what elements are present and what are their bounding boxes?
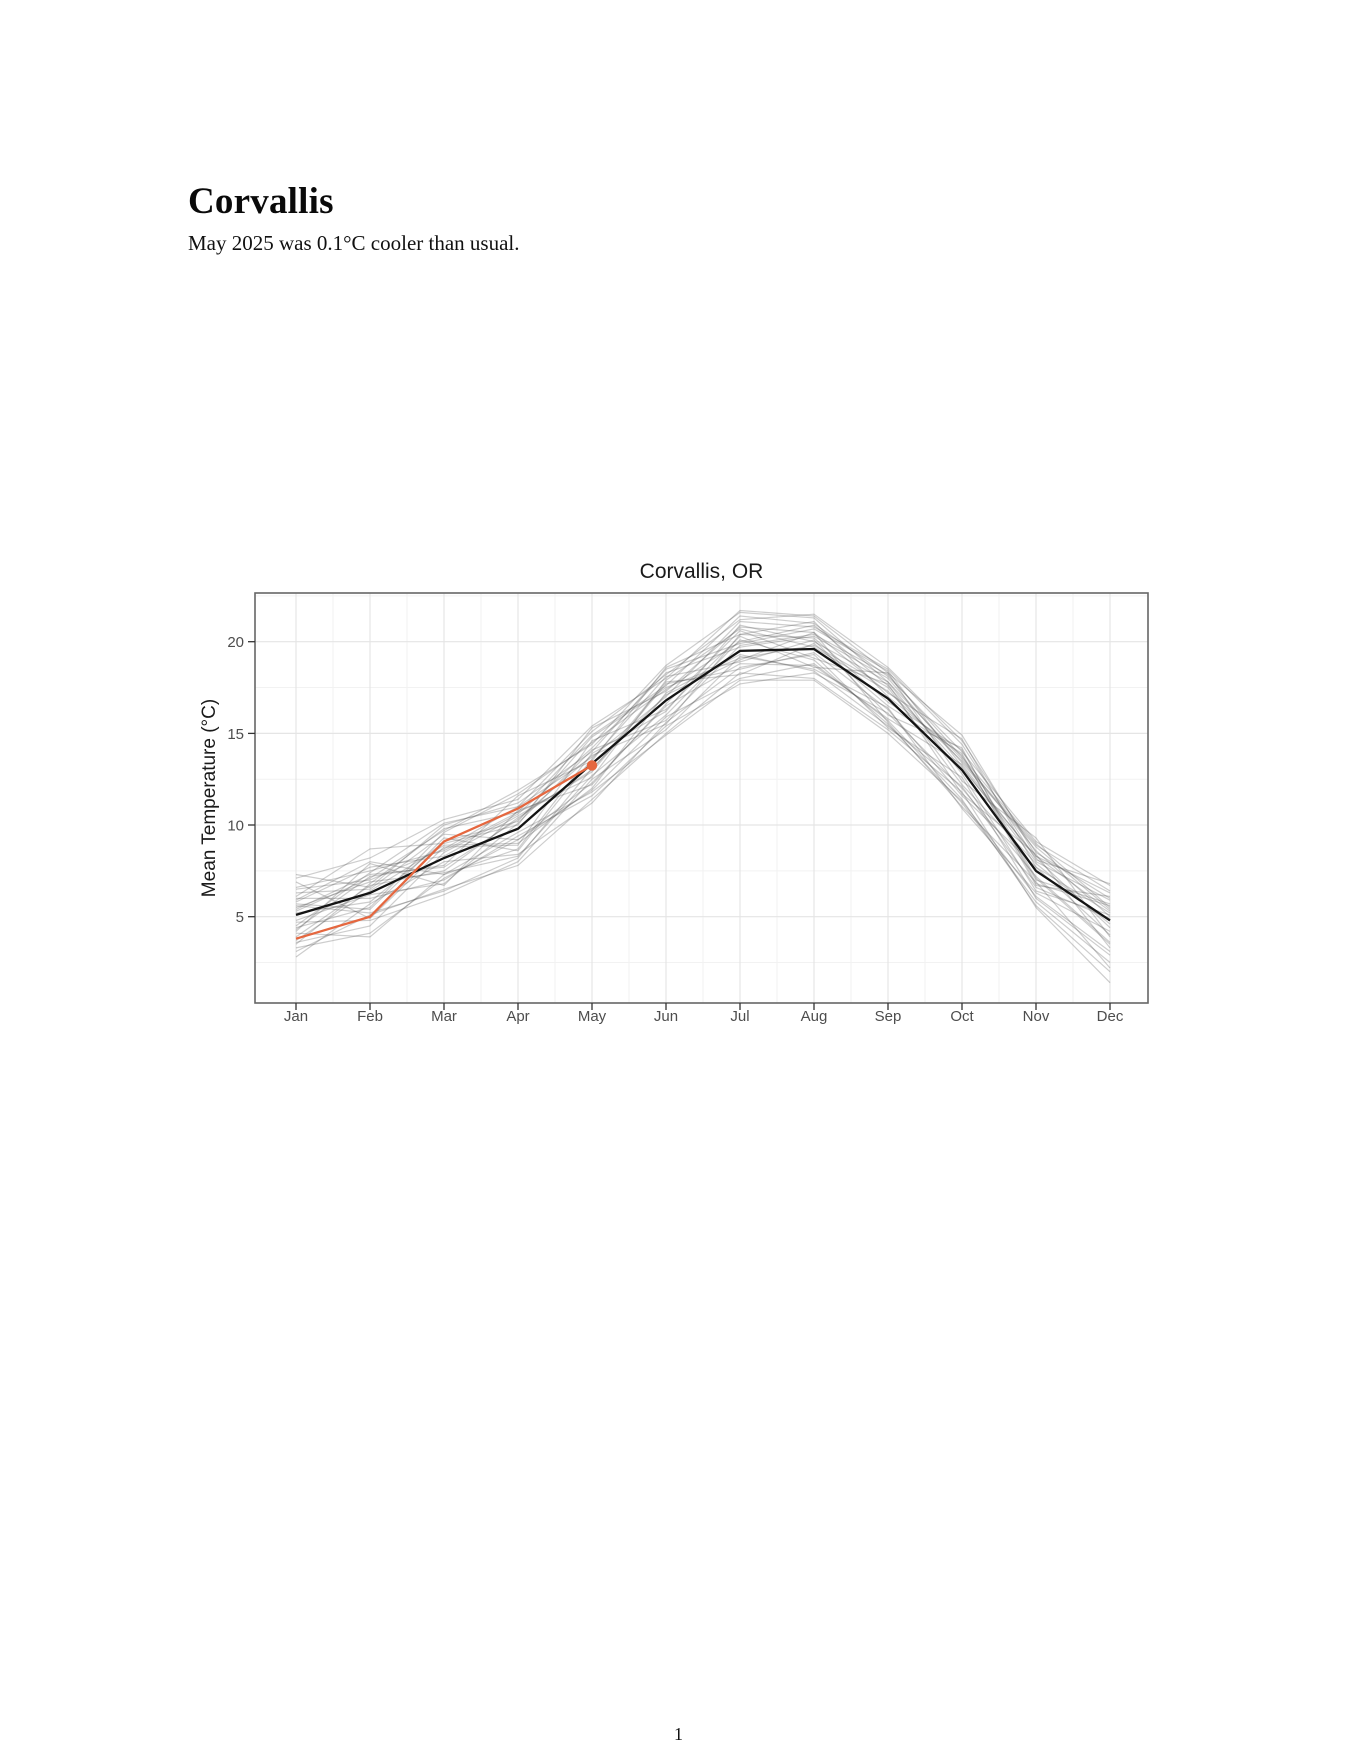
- major-gridlines: [255, 593, 1148, 1003]
- x-tick-label: Aug: [801, 1008, 828, 1025]
- x-tick-label: Jul: [730, 1008, 749, 1025]
- history-line: [295, 620, 1111, 927]
- current-month-marker: [586, 760, 598, 771]
- x-axis-ticks: [295, 1003, 1111, 1010]
- history-line: [295, 609, 1111, 894]
- x-tick-label: May: [578, 1008, 607, 1025]
- x-tick-labels: Jan Feb Mar Apr May Jun Jul Aug Sep Oct Nov Dec: [284, 1008, 1124, 1025]
- x-tick-label: Apr: [506, 1008, 529, 1025]
- history-line: [295, 631, 1111, 969]
- history-line: [295, 633, 1111, 921]
- history-line: [295, 663, 1111, 973]
- y-tick-label: 20: [227, 634, 244, 651]
- page-title: Corvallis: [188, 181, 334, 222]
- x-tick-label: Oct: [950, 1008, 974, 1025]
- history-line: [295, 628, 1111, 901]
- x-tick-label: Dec: [1097, 1008, 1124, 1025]
- minor-gridlines: [255, 593, 1148, 1003]
- history-line: [295, 630, 1111, 949]
- x-tick-label: Nov: [1023, 1008, 1050, 1025]
- plot-area: Jan Feb Mar Apr May Jun Jul Aug Sep Oct Nov Dec 5 10 1…: [180, 540, 1160, 1040]
- mean-line: [295, 647, 1111, 922]
- history-line: [295, 628, 1111, 945]
- history-line: [295, 624, 1111, 929]
- history-line: [295, 626, 1111, 914]
- history-line: [296, 672, 1111, 943]
- history-line: [295, 655, 1111, 932]
- temperature-chart-figure: Corvallis, OR Mean Temperature (°C) Jan F…: [0, 270, 1357, 1025]
- page-subtitle: May 2025 was 0.1°C cooler than usual.: [188, 231, 520, 255]
- panel-background: [255, 593, 1148, 1003]
- history-line: [295, 679, 1111, 952]
- history-line: [295, 639, 1111, 963]
- history-line: [295, 635, 1111, 938]
- history-line: [295, 620, 1111, 930]
- y-tick-label: 5: [236, 909, 244, 926]
- y-axis-ticks: [248, 641, 255, 918]
- chart-title: Corvallis, OR: [639, 560, 764, 583]
- x-tick-label: Sep: [875, 1008, 902, 1025]
- history-line: [295, 611, 1111, 918]
- y-tick-labels: 5 10 15 20: [227, 634, 244, 926]
- x-tick-label: Jan: [284, 1008, 308, 1025]
- x-tick-label: Mar: [431, 1008, 457, 1025]
- x-tick-label: Feb: [357, 1008, 383, 1025]
- history-line: [295, 639, 1111, 911]
- panel-border: [254, 592, 1149, 1004]
- y-tick-label: 10: [227, 818, 244, 835]
- current-year-line: [295, 764, 593, 940]
- page-number: 1: [674, 1724, 683, 1744]
- x-tick-label: Jun: [654, 1008, 678, 1025]
- history-line: [295, 672, 1111, 984]
- history-line: [295, 653, 1111, 958]
- history-line: [295, 624, 1111, 938]
- history-line: [295, 642, 1111, 938]
- chart-canvas: Jan Feb Mar Apr May Jun Jul Aug Sep Oct Nov Dec 5 10 1…: [227, 592, 1149, 1025]
- history-line: [295, 633, 1111, 945]
- history-line: [295, 663, 1111, 929]
- y-tick-label: 15: [227, 726, 244, 743]
- history-line: [295, 644, 1111, 925]
